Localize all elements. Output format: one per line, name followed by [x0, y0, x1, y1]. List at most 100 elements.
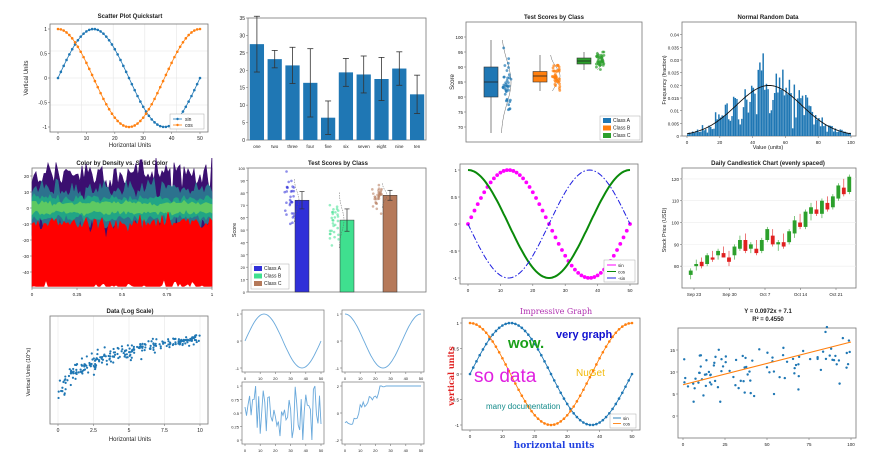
annotation-text: NuGet: [576, 368, 605, 379]
data-point-sin: [527, 333, 530, 337]
data-point-Class B: [552, 64, 556, 68]
data-point-Class B: [333, 235, 336, 239]
data-point-sin: [540, 208, 545, 213]
y-tick-label: 0.005: [668, 121, 680, 126]
data-point: [100, 356, 103, 359]
data-point: [129, 353, 132, 357]
y-tick-label: 5: [672, 392, 675, 397]
chart-log-scale-svg: Data (Log Scale) 0 2.5 5 7.5 10 Horizontal Uni…: [26, 309, 209, 443]
data-point-Class C: [380, 187, 383, 191]
category-label: nine: [395, 144, 404, 149]
data-point-cos: [478, 325, 482, 328]
data-point-sin: [572, 411, 575, 415]
y-axis-label: Score: [450, 74, 456, 90]
data-point-Class B: [334, 210, 337, 214]
chart-impressive-graph-svg: Impressive Graph 0 10 20 30 40 50 1 0.5 0 -0.5 -1 ho…: [446, 307, 641, 451]
data-point: [190, 339, 194, 342]
y-tick-label: 1: [454, 168, 457, 173]
data-point: [120, 345, 124, 348]
data-point: [117, 356, 120, 360]
data-point-cos: [494, 345, 498, 348]
data-point-cos: [630, 321, 634, 325]
data-point-cos: [514, 382, 517, 385]
data-point-cos: [124, 125, 128, 128]
y-axis-label: vertical units: [446, 346, 456, 407]
data-point-sin: [615, 248, 619, 252]
y-tick-label: 15: [670, 348, 676, 353]
data-point: [74, 377, 77, 380]
data-point-Class B: [556, 63, 560, 67]
histogram-bar: [732, 96, 735, 136]
data-point-sin: [598, 270, 603, 275]
data-point-Class A: [507, 103, 511, 107]
subplot-line-sin: [244, 313, 322, 369]
histogram-bar: [787, 94, 789, 136]
x-tick-label: 0: [244, 376, 247, 381]
data-point: [167, 343, 170, 346]
data-point-cos: [184, 37, 188, 40]
y-tick-label: 0: [337, 411, 340, 416]
data-point-sin: [579, 273, 584, 278]
chart-normal-histogram: Normal Random Data 0 20 40 60 80 100 0 0.005 0.01…: [660, 12, 860, 152]
data-point-sin: [187, 100, 190, 103]
histogram-bar: [780, 89, 782, 136]
data-point-Class C: [375, 207, 379, 211]
data-point: [797, 363, 800, 366]
data-point-Class B: [330, 216, 334, 220]
x-tick-label: 10: [498, 288, 504, 293]
data-point-cos: [481, 328, 485, 331]
data-point: [746, 373, 749, 376]
data-point: [837, 359, 841, 362]
candle-body: [732, 246, 737, 256]
data-point: [61, 390, 64, 393]
x-tick-label: 10: [358, 376, 363, 381]
histogram-bar: [806, 97, 809, 136]
data-point: [112, 351, 115, 354]
data-point-sin: [79, 35, 83, 38]
data-point: [75, 371, 78, 374]
y-tick-label: 30: [239, 33, 245, 39]
data-point: [57, 396, 60, 400]
bar-Class C: [382, 195, 398, 293]
data-point-cos: [533, 413, 537, 417]
data-point-Class B: [558, 85, 562, 88]
data-point: [94, 364, 98, 367]
data-point-cos: [87, 67, 91, 71]
data-point-Class B: [333, 216, 337, 219]
data-point-cos: [65, 31, 68, 34]
data-point-cos: [139, 119, 142, 123]
data-point-sin: [630, 372, 634, 376]
data-point-sin: [93, 27, 97, 31]
data-point-Class A: [507, 66, 510, 69]
x-tick-label: 0: [57, 136, 60, 142]
data-point-cos: [520, 394, 524, 398]
data-point: [90, 352, 93, 355]
data-point-cos: [595, 363, 598, 366]
data-point-Class C: [599, 68, 602, 71]
y-tick-label: 0: [242, 138, 245, 144]
histogram-bar: [723, 115, 725, 136]
data-point-Class A: [507, 88, 510, 92]
data-point: [130, 356, 133, 359]
category-label: five: [325, 144, 333, 149]
data-point-sin: [59, 70, 63, 74]
data-point-Class B: [558, 77, 561, 81]
data-point-cos: [173, 55, 176, 59]
data-point: [185, 339, 189, 342]
data-point-sin: [65, 58, 68, 62]
data-point-Class B: [555, 78, 559, 82]
data-point-sin: [517, 173, 522, 178]
data-point-cos: [198, 27, 202, 31]
data-point-sin: [563, 253, 568, 258]
data-point-cos: [530, 409, 533, 413]
data-point: [104, 355, 107, 358]
data-point-cos: [158, 85, 162, 89]
histogram-bar: [739, 124, 741, 136]
data-point-sin: [627, 379, 631, 382]
data-point: [713, 361, 716, 365]
data-point: [83, 368, 87, 371]
data-point: [835, 363, 838, 366]
data-point-sin: [475, 360, 478, 363]
x-tick-label: 10: [258, 448, 263, 453]
data-point: [801, 349, 805, 353]
